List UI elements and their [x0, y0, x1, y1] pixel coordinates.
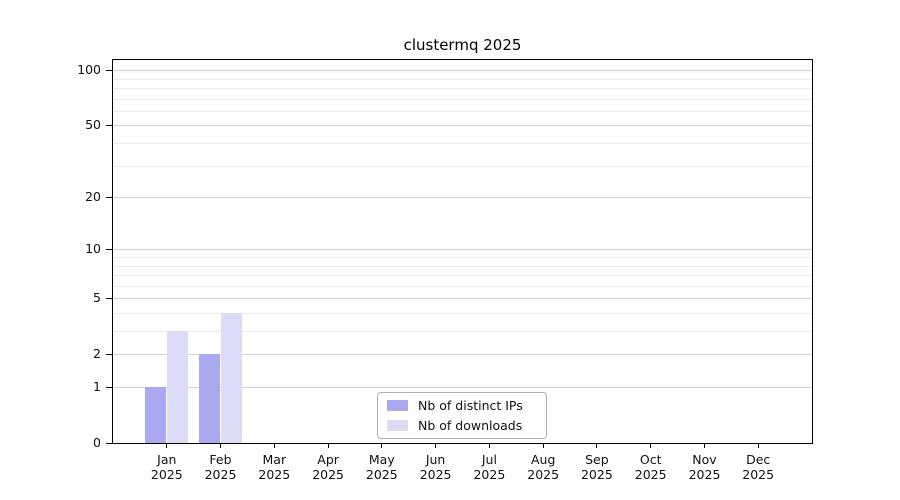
x-tick-mark	[488, 443, 490, 448]
x-tick-mark	[381, 443, 383, 448]
y-tick-mark	[106, 353, 112, 355]
x-tick-mark	[327, 443, 329, 448]
legend-swatch-distinct-ips	[387, 400, 408, 411]
y-tick-label: 50	[85, 117, 101, 133]
x-tick-mark	[166, 443, 168, 448]
legend: Nb of distinct IPs Nb of downloads	[377, 392, 547, 439]
bar-distinct-ips-jan	[145, 387, 167, 443]
gridline-major	[113, 298, 812, 300]
x-tick-mark	[596, 443, 598, 448]
month-label-jan: Jan 2025	[150, 452, 183, 482]
y-tick-label: 0	[93, 435, 101, 450]
plot-area: Nb of distinct IPs Nb of downloads	[112, 59, 813, 444]
month-label-nov: Nov 2025	[688, 452, 721, 482]
x-axis: Jan 2025 Feb 2025 Mar 2025 Apr 2025 May 2025 Jun 20…	[113, 443, 812, 493]
gridline-major	[113, 70, 812, 72]
y-tick-mark	[106, 124, 112, 127]
gridline-minor	[113, 275, 812, 276]
bar-distinct-ips-feb	[199, 354, 220, 443]
x-tick-mark	[542, 443, 544, 448]
bar-downloads-jan	[167, 331, 189, 443]
y-tick-mark	[106, 442, 112, 444]
gridline-major	[113, 387, 812, 388]
x-tick-mark	[650, 443, 652, 448]
gridline-major	[113, 249, 812, 251]
month-label-apr: Apr 2025	[312, 452, 344, 482]
gridline-major	[113, 125, 812, 127]
month-label-may: May 2025	[365, 452, 398, 482]
month-label-aug: Aug 2025	[527, 452, 560, 482]
y-tick-label: 20	[85, 189, 101, 205]
gridline-minor	[113, 265, 812, 267]
gridline-minor	[113, 88, 812, 89]
gridline-minor	[113, 331, 812, 332]
legend-entry-downloads: Nb of downloads	[387, 418, 537, 433]
month-label-jun: Jun 2025	[419, 452, 452, 482]
bar-downloads-feb	[221, 313, 242, 443]
chart-title: clustermq 2025	[403, 36, 522, 54]
month-label-feb: Feb 2025	[204, 452, 237, 482]
y-tick-mark	[106, 248, 112, 250]
y-tick-label: 100	[77, 62, 101, 78]
y-tick-mark	[106, 386, 112, 388]
y-axis: 100 50 20 10 5 2 1 0	[0, 59, 112, 450]
y-tick-mark	[106, 196, 112, 198]
y-tick-label: 2	[93, 346, 101, 362]
legend-swatch-downloads	[387, 420, 408, 431]
x-tick-mark	[219, 443, 222, 448]
legend-label-downloads: Nb of downloads	[418, 418, 523, 433]
month-label-oct: Oct 2025	[634, 452, 667, 482]
y-tick-mark	[106, 297, 112, 299]
gridline-minor	[113, 257, 812, 258]
gridline-minor	[113, 78, 812, 80]
y-tick-label: 1	[93, 379, 101, 394]
gridline-major	[113, 197, 812, 199]
x-tick-mark	[703, 443, 706, 448]
x-tick-mark	[273, 443, 275, 448]
gridline-minor	[113, 313, 812, 314]
x-tick-mark	[435, 443, 437, 448]
legend-label-distinct-ips: Nb of distinct IPs	[418, 398, 523, 413]
gridline-minor	[113, 165, 812, 167]
gridline-minor	[113, 143, 812, 144]
month-label-mar: Mar 2025	[258, 452, 291, 482]
gridline-minor	[113, 98, 812, 100]
y-tick-mark	[106, 69, 112, 71]
month-label-dec: Dec 2025	[742, 452, 775, 482]
y-tick-label: 5	[93, 290, 101, 306]
month-label-sep: Sep 2025	[580, 452, 613, 482]
x-tick-mark	[757, 443, 759, 448]
gridline-minor	[113, 285, 812, 287]
legend-entry-distinct-ips: Nb of distinct IPs	[387, 398, 537, 413]
month-label-jul: Jul 2025	[473, 452, 506, 482]
gridline-major	[113, 354, 812, 356]
y-tick-label: 10	[85, 241, 101, 257]
gridline-minor	[113, 110, 812, 112]
